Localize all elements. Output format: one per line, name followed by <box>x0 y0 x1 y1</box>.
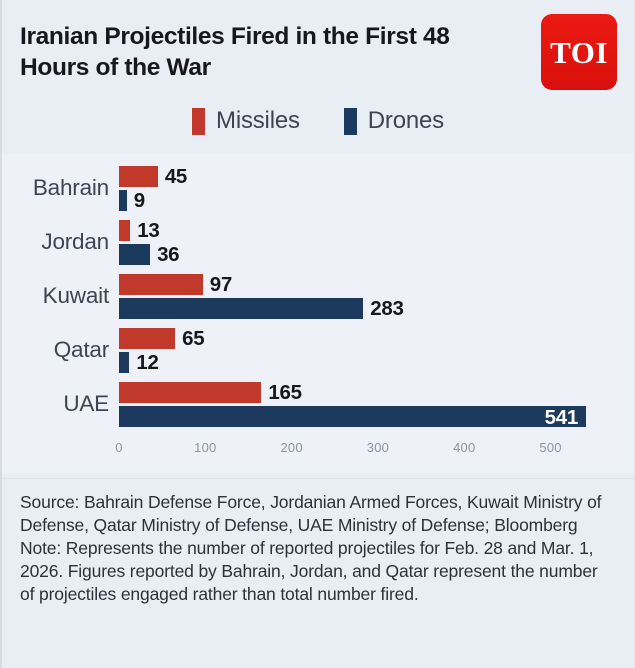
bar-qatar-missiles[interactable] <box>119 328 176 349</box>
bar-value-uae-drones: 541 <box>544 406 579 429</box>
note-text: Note: Represents the number of reported … <box>20 538 598 605</box>
legend-label-drones: Drones <box>367 107 444 134</box>
chart-row: Qatar 65 12 <box>2 324 634 376</box>
bar-line-drones: 12 <box>119 350 634 374</box>
bar-kuwait-missiles[interactable] <box>119 274 203 295</box>
legend-swatch-drones <box>343 107 357 135</box>
chart-row: UAE 165 541 <box>2 378 634 430</box>
bar-jordan-drones[interactable] <box>119 244 151 265</box>
bar-qatar-drones[interactable] <box>119 352 130 373</box>
x-tick-0: 0 <box>115 440 123 455</box>
bar-jordan-missiles[interactable] <box>119 220 131 241</box>
x-tick-400: 400 <box>453 440 476 455</box>
bar-group: 13 36 <box>119 218 634 266</box>
bar-value-kuwait-drones: 283 <box>370 296 404 320</box>
x-tick-100: 100 <box>194 440 217 455</box>
chart-legend: Missiles Drones <box>2 98 634 144</box>
chart-row: Bahrain 45 9 <box>2 162 634 214</box>
bar-value-kuwait-missiles: 97 <box>209 272 233 296</box>
x-tick-200: 200 <box>280 440 303 455</box>
toi-logo-text: TOI <box>550 34 608 70</box>
legend-swatch-missiles <box>192 107 206 135</box>
legend-label-missiles: Missiles <box>216 107 300 134</box>
bar-line-missiles: 97 <box>119 272 634 296</box>
bar-kuwait-drones[interactable] <box>119 298 364 319</box>
bar-line-missiles: 65 <box>119 326 634 350</box>
chart-row: Jordan 13 36 <box>2 216 634 268</box>
footer: Source: Bahrain Defense Force, Jordanian… <box>2 478 634 668</box>
page-title: Iranian Projectiles Fired in the First 4… <box>20 23 450 81</box>
bar-chart-plot: Bahrain 45 9 Jordan 13 36 Kuwait 97 283 Qatar 65 12… <box>2 154 634 429</box>
bar-value-bahrain-drones: 9 <box>133 188 145 212</box>
bar-uae-missiles[interactable] <box>119 382 262 403</box>
category-label-jordan: Jordan <box>41 229 109 254</box>
bar-line-missiles: 45 <box>119 164 634 188</box>
bar-value-jordan-missiles: 13 <box>137 218 160 242</box>
bar-line-drones: 9 <box>119 188 634 212</box>
bar-group: 65 12 <box>119 326 634 374</box>
bar-value-qatar-drones: 12 <box>136 350 159 374</box>
bar-bahrain-drones[interactable] <box>119 190 127 211</box>
toi-logo: TOI <box>541 14 617 90</box>
chart-panel: Bahrain 45 9 Jordan 13 36 Kuwait 97 283 Qatar 65 12… <box>2 154 634 474</box>
bar-group: 45 9 <box>119 164 634 212</box>
bar-value-bahrain-missiles: 45 <box>164 164 188 188</box>
category-label-uae: UAE <box>63 391 109 416</box>
x-axis: 0 100 200 300 400 500 <box>115 440 624 462</box>
legend-item-drones: Drones <box>343 107 444 135</box>
category-label-bahrain: Bahrain <box>32 175 109 200</box>
bar-bahrain-missiles[interactable] <box>119 166 158 187</box>
bar-uae-drones[interactable]: 541 <box>119 406 586 429</box>
category-label-kuwait: Kuwait <box>42 283 110 308</box>
bar-value-qatar-missiles: 65 <box>182 326 205 350</box>
bar-value-jordan-drones: 36 <box>157 242 180 266</box>
bar-line-drones: 541 <box>119 406 634 429</box>
bar-value-uae-missiles: 165 <box>268 380 302 404</box>
x-tick-500: 500 <box>539 440 562 455</box>
chart-row: Kuwait 97 283 <box>2 270 634 322</box>
source-text: Source: Bahrain Defense Force, Jordanian… <box>20 492 602 536</box>
bar-group: 165 541 <box>119 380 634 429</box>
x-tick-300: 300 <box>366 440 390 455</box>
bar-line-missiles: 165 <box>119 380 634 404</box>
bar-line-drones: 283 <box>119 296 634 320</box>
legend-item-missiles: Missiles <box>192 107 300 135</box>
bar-group: 97 283 <box>119 272 634 320</box>
category-label-qatar: Qatar <box>53 337 109 362</box>
bar-line-missiles: 13 <box>119 218 634 242</box>
header: Iranian Projectiles Fired in the First 4… <box>2 0 634 96</box>
bar-line-drones: 36 <box>119 242 634 266</box>
